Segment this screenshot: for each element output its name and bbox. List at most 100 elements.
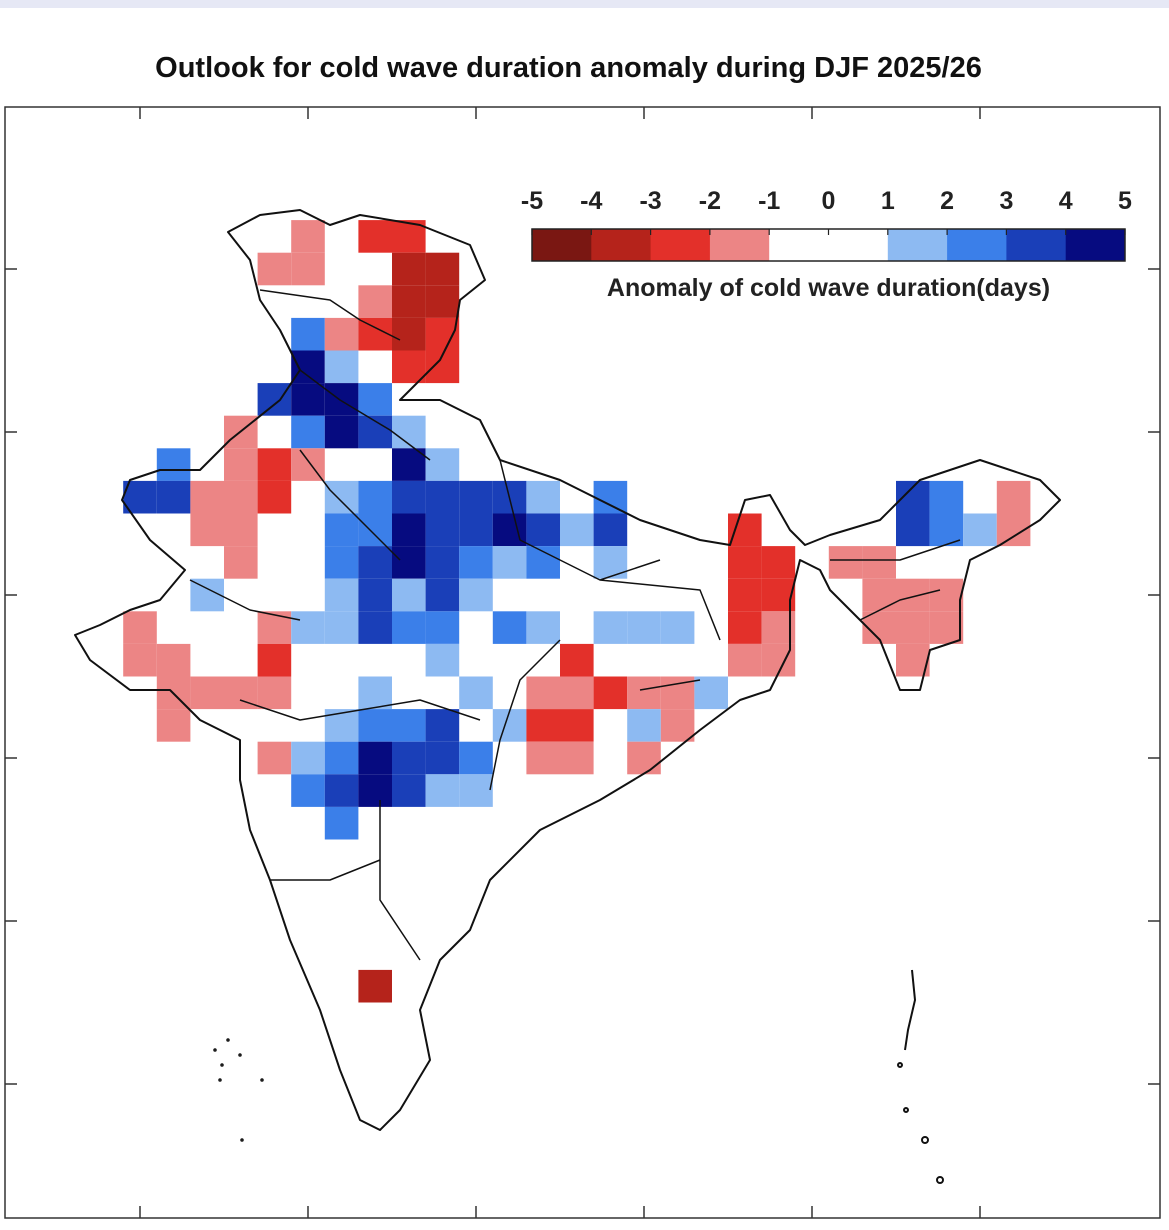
grid-cell: [728, 546, 762, 579]
colorbar-segment: [650, 229, 711, 261]
grid-cell: [728, 643, 762, 677]
grid-cell: [963, 513, 997, 547]
grid-cell: [291, 252, 325, 286]
grid-cell: [358, 578, 392, 612]
grid-cell: [190, 676, 224, 710]
colorbar-legend: -5 -4 -3 -2 -1 0 1 2 3 4 5 Anomaly of cold wave dur…: [521, 187, 1132, 302]
grid-cell: [660, 611, 695, 644]
grid-cell: [123, 611, 157, 644]
grid-cell: [392, 578, 426, 612]
grid-cell: [425, 741, 460, 775]
grid-cell: [526, 676, 560, 710]
grid-cell: [929, 480, 964, 514]
grid-cell: [593, 676, 628, 710]
colorbar-segment: [1006, 229, 1067, 261]
grid-cell: [358, 317, 392, 351]
grid-cell: [324, 415, 359, 449]
grid-cell: [190, 480, 224, 514]
grid-cell: [526, 480, 560, 514]
grid-cell: [627, 611, 661, 644]
grid-cell: [728, 611, 762, 644]
grid-cell: [492, 611, 527, 644]
grid-cell: [358, 611, 392, 644]
colorbar-tick-label: 5: [1118, 187, 1132, 215]
grid-cell: [392, 350, 426, 384]
grid-cell: [392, 415, 426, 449]
country-boundary: [74, 209, 1061, 1131]
axis-ticks: [5, 107, 1160, 1218]
colorbar-segment: [532, 229, 592, 261]
grid-cell: [257, 611, 292, 644]
grid-cell: [392, 448, 426, 481]
grid-cell: [862, 546, 896, 579]
plot-frame: [4, 106, 1161, 1219]
grid-cell: [728, 513, 762, 547]
grid-cell: [425, 709, 460, 742]
grid-cell: [929, 611, 964, 644]
grid-cell: [392, 741, 426, 775]
grid-cell: [459, 480, 493, 514]
grid-cell: [156, 448, 191, 481]
grid-cell: [425, 774, 460, 807]
grid-cell: [257, 676, 292, 710]
grid-cell: [896, 513, 930, 547]
grid-cell: [324, 513, 359, 547]
grid-cell: [358, 774, 392, 807]
colorbar-segment: [947, 229, 1007, 261]
grid-cell: [526, 611, 560, 644]
lakshadweep-islands: [213, 1038, 264, 1142]
grid-cell: [996, 480, 1031, 514]
grid-cell: [459, 578, 493, 612]
colorbar-tick-label: 0: [822, 187, 836, 215]
grid-cell: [358, 383, 392, 416]
colorbar-tick-label: 4: [1059, 187, 1073, 215]
grid-cell: [224, 480, 258, 514]
colorbar-tick-label: -4: [580, 187, 602, 215]
india-outline: [74, 209, 1061, 1184]
grid-cell: [392, 546, 426, 579]
grid-cell: [392, 317, 426, 351]
grid-cell: [560, 676, 594, 710]
grid-cell: [257, 252, 292, 286]
grid-cell: [392, 611, 426, 644]
grid-cell: [257, 480, 292, 514]
grid-cell: [862, 578, 896, 612]
grid-cell: [593, 546, 628, 579]
grid-cell: [291, 350, 325, 384]
grid-cell: [224, 448, 258, 481]
colorbar-segment: [769, 229, 829, 261]
grid-cell: [324, 480, 359, 514]
grid-cell: [560, 741, 594, 775]
colorbar-segment: [1065, 229, 1126, 261]
grid-cell: [358, 220, 392, 253]
grid-cell: [156, 709, 191, 742]
grid-cell: [358, 285, 392, 318]
grid-cell: [660, 709, 695, 742]
grid-cell: [291, 317, 325, 351]
colorbar-tick-label: -2: [699, 187, 721, 215]
grid-cell: [929, 578, 964, 612]
grid-cell: [526, 709, 560, 742]
grid-cell: [459, 774, 493, 807]
grid-cell: [324, 546, 359, 579]
grid-cell: [324, 709, 359, 742]
grid-cell: [291, 383, 325, 416]
grid-cell: [291, 611, 325, 644]
grid-cell: [728, 578, 762, 612]
grid-cell: [425, 513, 460, 547]
top-bar: [0, 0, 1169, 8]
colorbar-segment: [828, 229, 889, 261]
grid-cell: [123, 643, 157, 677]
grid-cell: [694, 676, 728, 710]
grid-cell: [392, 709, 426, 742]
colorbar-tick-label: -3: [639, 187, 661, 215]
grid-cell: [593, 480, 628, 514]
grid-cell: [257, 383, 292, 416]
grid-cell: [392, 252, 426, 286]
grid-cell: [358, 480, 392, 514]
grid-cell: [291, 741, 325, 775]
grid-cell: [358, 546, 392, 579]
grid-cell: [358, 709, 392, 742]
grid-cell: [526, 513, 560, 547]
grid-cell: [560, 513, 594, 547]
